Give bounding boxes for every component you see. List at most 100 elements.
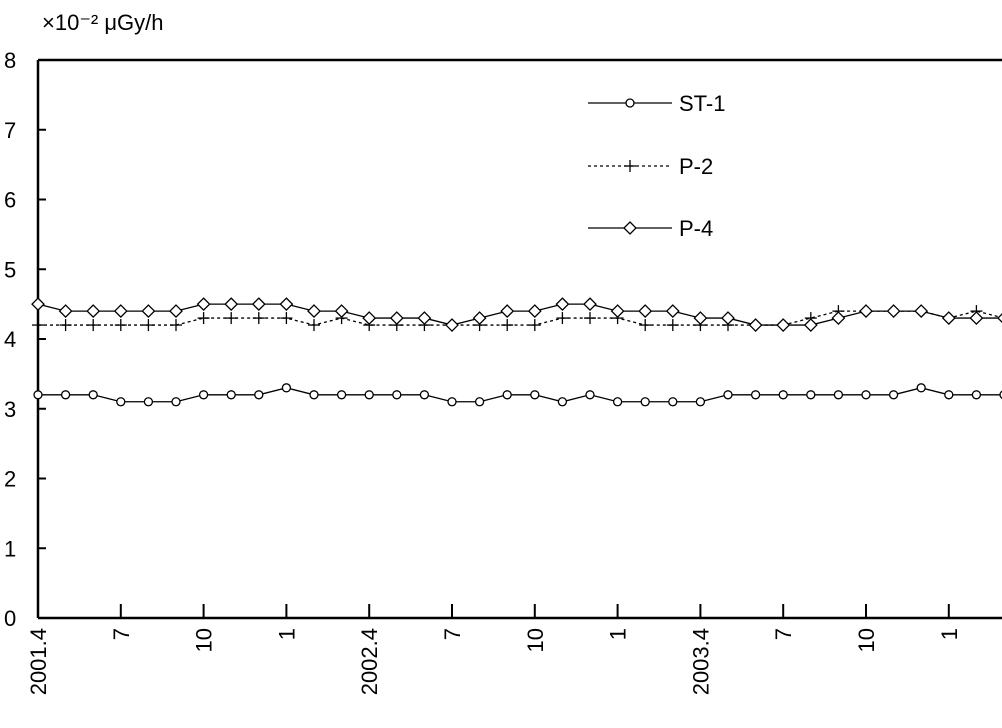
data-point	[776, 318, 791, 332]
x-tick-label: 7	[109, 628, 134, 640]
data-point	[308, 319, 320, 332]
data-point	[638, 304, 653, 319]
y-unit-label: ×10⁻² μGy/h	[42, 10, 164, 35]
x-tick-label: 10	[854, 628, 879, 652]
data-point	[86, 304, 101, 319]
data-point	[364, 390, 374, 400]
x-tick: 1	[606, 628, 631, 640]
series-line	[38, 387, 1002, 403]
data-point	[665, 304, 680, 319]
data-point	[392, 390, 402, 400]
x-tick-label: 10	[523, 628, 548, 652]
data-point	[721, 311, 735, 325]
y-tick-label: 7	[4, 118, 16, 143]
data-point	[142, 319, 155, 332]
y-tick-label: 2	[4, 467, 16, 492]
data-point	[914, 304, 929, 319]
data-point	[831, 311, 846, 325]
data-point	[143, 397, 154, 407]
y-tick-label: 4	[4, 327, 16, 352]
data-point	[334, 304, 349, 319]
y-tick-label: 5	[4, 257, 16, 282]
data-point	[60, 390, 71, 400]
data-point	[748, 318, 763, 332]
x-axis-ticks: 2001.4 7 10 1 2002.4 7 10 1 2003.4 7 10 1	[26, 604, 962, 695]
data-point	[612, 397, 623, 407]
y-tick: 0	[4, 606, 46, 631]
data-point	[500, 304, 515, 319]
data-point	[447, 397, 457, 407]
data-point	[33, 390, 43, 400]
data-point	[307, 304, 321, 319]
data-point	[803, 318, 818, 332]
data-point	[280, 312, 293, 325]
data-point	[309, 390, 319, 400]
data-point	[198, 390, 209, 400]
y-tick-label: 3	[4, 397, 16, 422]
data-point	[141, 304, 156, 319]
data-point	[583, 297, 597, 312]
data-point	[695, 397, 706, 407]
y-tick: 2	[4, 467, 46, 492]
x-tick: 2002.4	[357, 628, 382, 695]
legend-item-p-4: P-4	[588, 216, 713, 241]
data-point	[623, 221, 637, 235]
x-tick: 10	[192, 628, 217, 652]
data-point	[888, 390, 899, 400]
data-point	[584, 312, 596, 325]
data-point	[640, 397, 650, 407]
data-point	[944, 390, 954, 400]
data-point	[419, 390, 430, 400]
legend-item-p-2: P-2	[588, 154, 713, 179]
y-tick: 7	[4, 118, 46, 143]
data-point	[32, 319, 44, 332]
data-point	[916, 383, 926, 393]
legend-label: P-4	[679, 216, 713, 241]
series-line	[37, 303, 1002, 326]
x-tick-label: 7	[771, 628, 796, 640]
y-tick: 4	[4, 327, 46, 352]
x-tick: 2003.4	[688, 628, 713, 695]
data-point	[527, 304, 542, 319]
x-tick: 7	[109, 628, 134, 640]
y-tick-label: 1	[4, 536, 16, 561]
x-tick-label: 1	[274, 628, 299, 640]
data-point	[116, 397, 126, 407]
data-point	[226, 390, 236, 400]
x-tick-label: 10	[192, 628, 217, 652]
legend-label: P-2	[679, 154, 713, 179]
data-point	[501, 319, 514, 332]
data-point	[941, 311, 956, 325]
data-point	[639, 319, 652, 332]
data-point	[778, 390, 788, 400]
y-tick-label: 6	[4, 188, 16, 213]
data-point	[336, 390, 347, 400]
data-point	[389, 311, 404, 325]
data-point	[610, 304, 625, 319]
data-point	[528, 319, 541, 332]
data-point	[58, 304, 73, 319]
x-tick-label: 2002.4	[357, 628, 382, 695]
data-point	[997, 313, 1002, 323]
data-point	[31, 297, 45, 312]
x-tick: 7	[440, 628, 465, 640]
data-point	[87, 319, 100, 332]
data-point	[971, 390, 982, 400]
x-tick: 1	[937, 628, 962, 640]
data-point	[861, 390, 871, 400]
x-tick-label: 2001.4	[26, 628, 51, 695]
data-point	[224, 297, 239, 312]
data-point	[555, 297, 570, 312]
legend-item-st-1: ST-1	[588, 91, 725, 116]
x-tick: 10	[523, 628, 548, 652]
data-point	[557, 397, 568, 407]
x-tick-label: 1	[606, 628, 631, 640]
data-point	[197, 312, 210, 325]
data-point	[59, 319, 72, 332]
data-point	[252, 312, 265, 325]
data-point	[833, 390, 844, 400]
legend-label: ST-1	[679, 91, 725, 116]
series-group	[31, 297, 1002, 407]
x-tick: 1	[274, 628, 299, 640]
